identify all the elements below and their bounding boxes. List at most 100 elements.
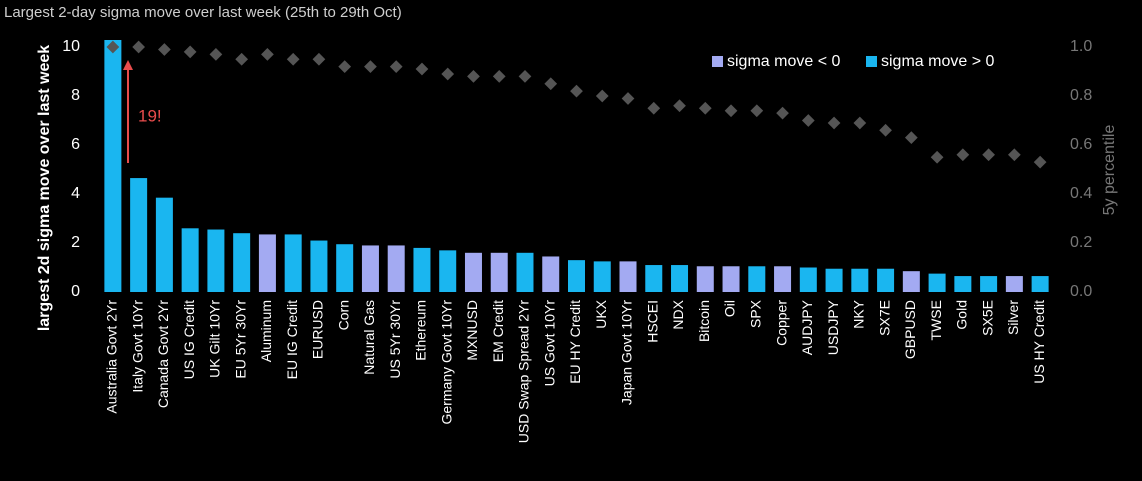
percentile-marker xyxy=(879,123,892,137)
y-tick-label: 6 xyxy=(71,136,80,153)
percentile-marker xyxy=(389,60,403,73)
bar xyxy=(748,266,766,292)
x-tick-label: USDJPY xyxy=(825,299,841,355)
x-tick-label: EU 5Yr 30Yr xyxy=(232,300,248,379)
x-tick-label: TWSE xyxy=(928,300,944,340)
percentile-marker xyxy=(441,67,455,81)
percentile-marker xyxy=(312,52,326,66)
x-tick-label: Natural Gas xyxy=(361,300,377,375)
percentile-marker xyxy=(415,62,429,76)
legend-swatch xyxy=(712,56,723,67)
percentile-marker xyxy=(518,70,532,83)
bar xyxy=(104,40,122,292)
percentile-marker xyxy=(492,70,506,83)
bar xyxy=(722,266,740,292)
percentile-marker xyxy=(827,116,841,130)
bar xyxy=(851,268,869,292)
plot-area xyxy=(104,40,1049,292)
percentile-marker xyxy=(158,43,171,56)
x-tick-label: US Govt 10Yr xyxy=(541,300,557,387)
bar xyxy=(361,245,379,292)
x-tick-label: Corn xyxy=(335,300,351,330)
percentile-marker xyxy=(801,114,815,127)
x-tick-label: MXNUSD xyxy=(464,300,480,361)
bar xyxy=(413,247,431,292)
y2-tick-label: 0.4 xyxy=(1070,185,1092,202)
percentile-marker xyxy=(930,150,944,164)
bar xyxy=(439,250,457,292)
x-tick-label: Silver xyxy=(1005,300,1021,335)
y-tick-label: 0 xyxy=(71,283,80,300)
bar xyxy=(233,233,251,292)
percentile-marker xyxy=(261,47,274,61)
percentile-marker xyxy=(338,60,352,73)
bar xyxy=(696,266,714,292)
percentile-marker xyxy=(595,89,609,103)
bar xyxy=(825,268,843,292)
x-tick-label: EU HY Credit xyxy=(567,300,583,384)
bar xyxy=(490,252,508,292)
y-tick-label: 10 xyxy=(62,38,80,55)
percentile-marker xyxy=(621,92,635,105)
bar xyxy=(928,273,946,292)
bar xyxy=(980,276,998,292)
y2-axis-label: 5y percentile xyxy=(1101,125,1118,216)
x-tick-label: SX7E xyxy=(876,300,892,336)
percentile-marker xyxy=(544,77,558,91)
bar xyxy=(387,245,405,292)
x-tick-label: NDX xyxy=(670,299,686,329)
percentile-marker xyxy=(904,131,918,145)
y2-tick-label: 1.0 xyxy=(1070,38,1092,55)
legend-label: sigma move < 0 xyxy=(727,53,840,70)
percentile-marker xyxy=(209,47,223,61)
x-tick-label: Gold xyxy=(954,300,970,330)
percentile-marker xyxy=(776,106,789,120)
x-tick-label: USD Swap Spread 2Yr xyxy=(516,300,532,444)
y2-tick-label: 0.2 xyxy=(1070,234,1092,251)
bar xyxy=(284,234,302,292)
percentile-marker xyxy=(235,52,249,66)
bar xyxy=(155,197,173,292)
x-tick-label: SPX xyxy=(748,299,764,328)
percentile-marker xyxy=(1008,148,1021,162)
x-tick-label: UK Gilt 10Yr xyxy=(207,300,223,378)
y2-tick-label: 0.6 xyxy=(1070,136,1092,153)
x-tick-label: NKY xyxy=(851,299,867,328)
bar xyxy=(774,266,792,292)
bar xyxy=(1031,276,1049,292)
x-tick-label: AUDJPY xyxy=(799,299,815,355)
bar xyxy=(645,265,663,292)
bar xyxy=(181,228,199,292)
chart-title: Largest 2-day sigma move over last week … xyxy=(4,4,402,21)
x-tick-label: US IG Credit xyxy=(181,300,197,379)
x-tick-label: Canada Govt 2Yr xyxy=(155,300,171,409)
percentile-marker xyxy=(1033,155,1047,169)
percentile-marker xyxy=(982,148,995,162)
legend-swatch xyxy=(866,56,877,67)
x-tick-label: Australia Govt 2Yr xyxy=(104,300,120,414)
annotation-arrowhead xyxy=(123,60,133,70)
percentile-marker xyxy=(467,70,480,83)
percentile-marker xyxy=(956,148,970,162)
y2-tick-label: 0.0 xyxy=(1070,283,1092,300)
percentile-marker xyxy=(570,84,583,98)
bar xyxy=(799,267,817,292)
x-tick-label: UKX xyxy=(593,299,609,328)
bar xyxy=(1005,276,1023,292)
bar xyxy=(619,261,637,292)
x-tick-label: EM Credit xyxy=(490,300,506,362)
percentile-marker xyxy=(286,52,300,66)
y-tick-label: 2 xyxy=(71,234,80,251)
y-tick-label: 4 xyxy=(71,185,80,202)
percentile-marker xyxy=(132,40,145,54)
percentile-marker xyxy=(698,101,712,115)
bar xyxy=(207,229,225,292)
bar xyxy=(310,240,328,292)
bar xyxy=(130,178,148,292)
x-tick-label: EURUSD xyxy=(310,300,326,359)
bar xyxy=(877,268,895,292)
bar xyxy=(258,234,276,292)
bar xyxy=(516,252,534,292)
bar xyxy=(593,261,611,292)
